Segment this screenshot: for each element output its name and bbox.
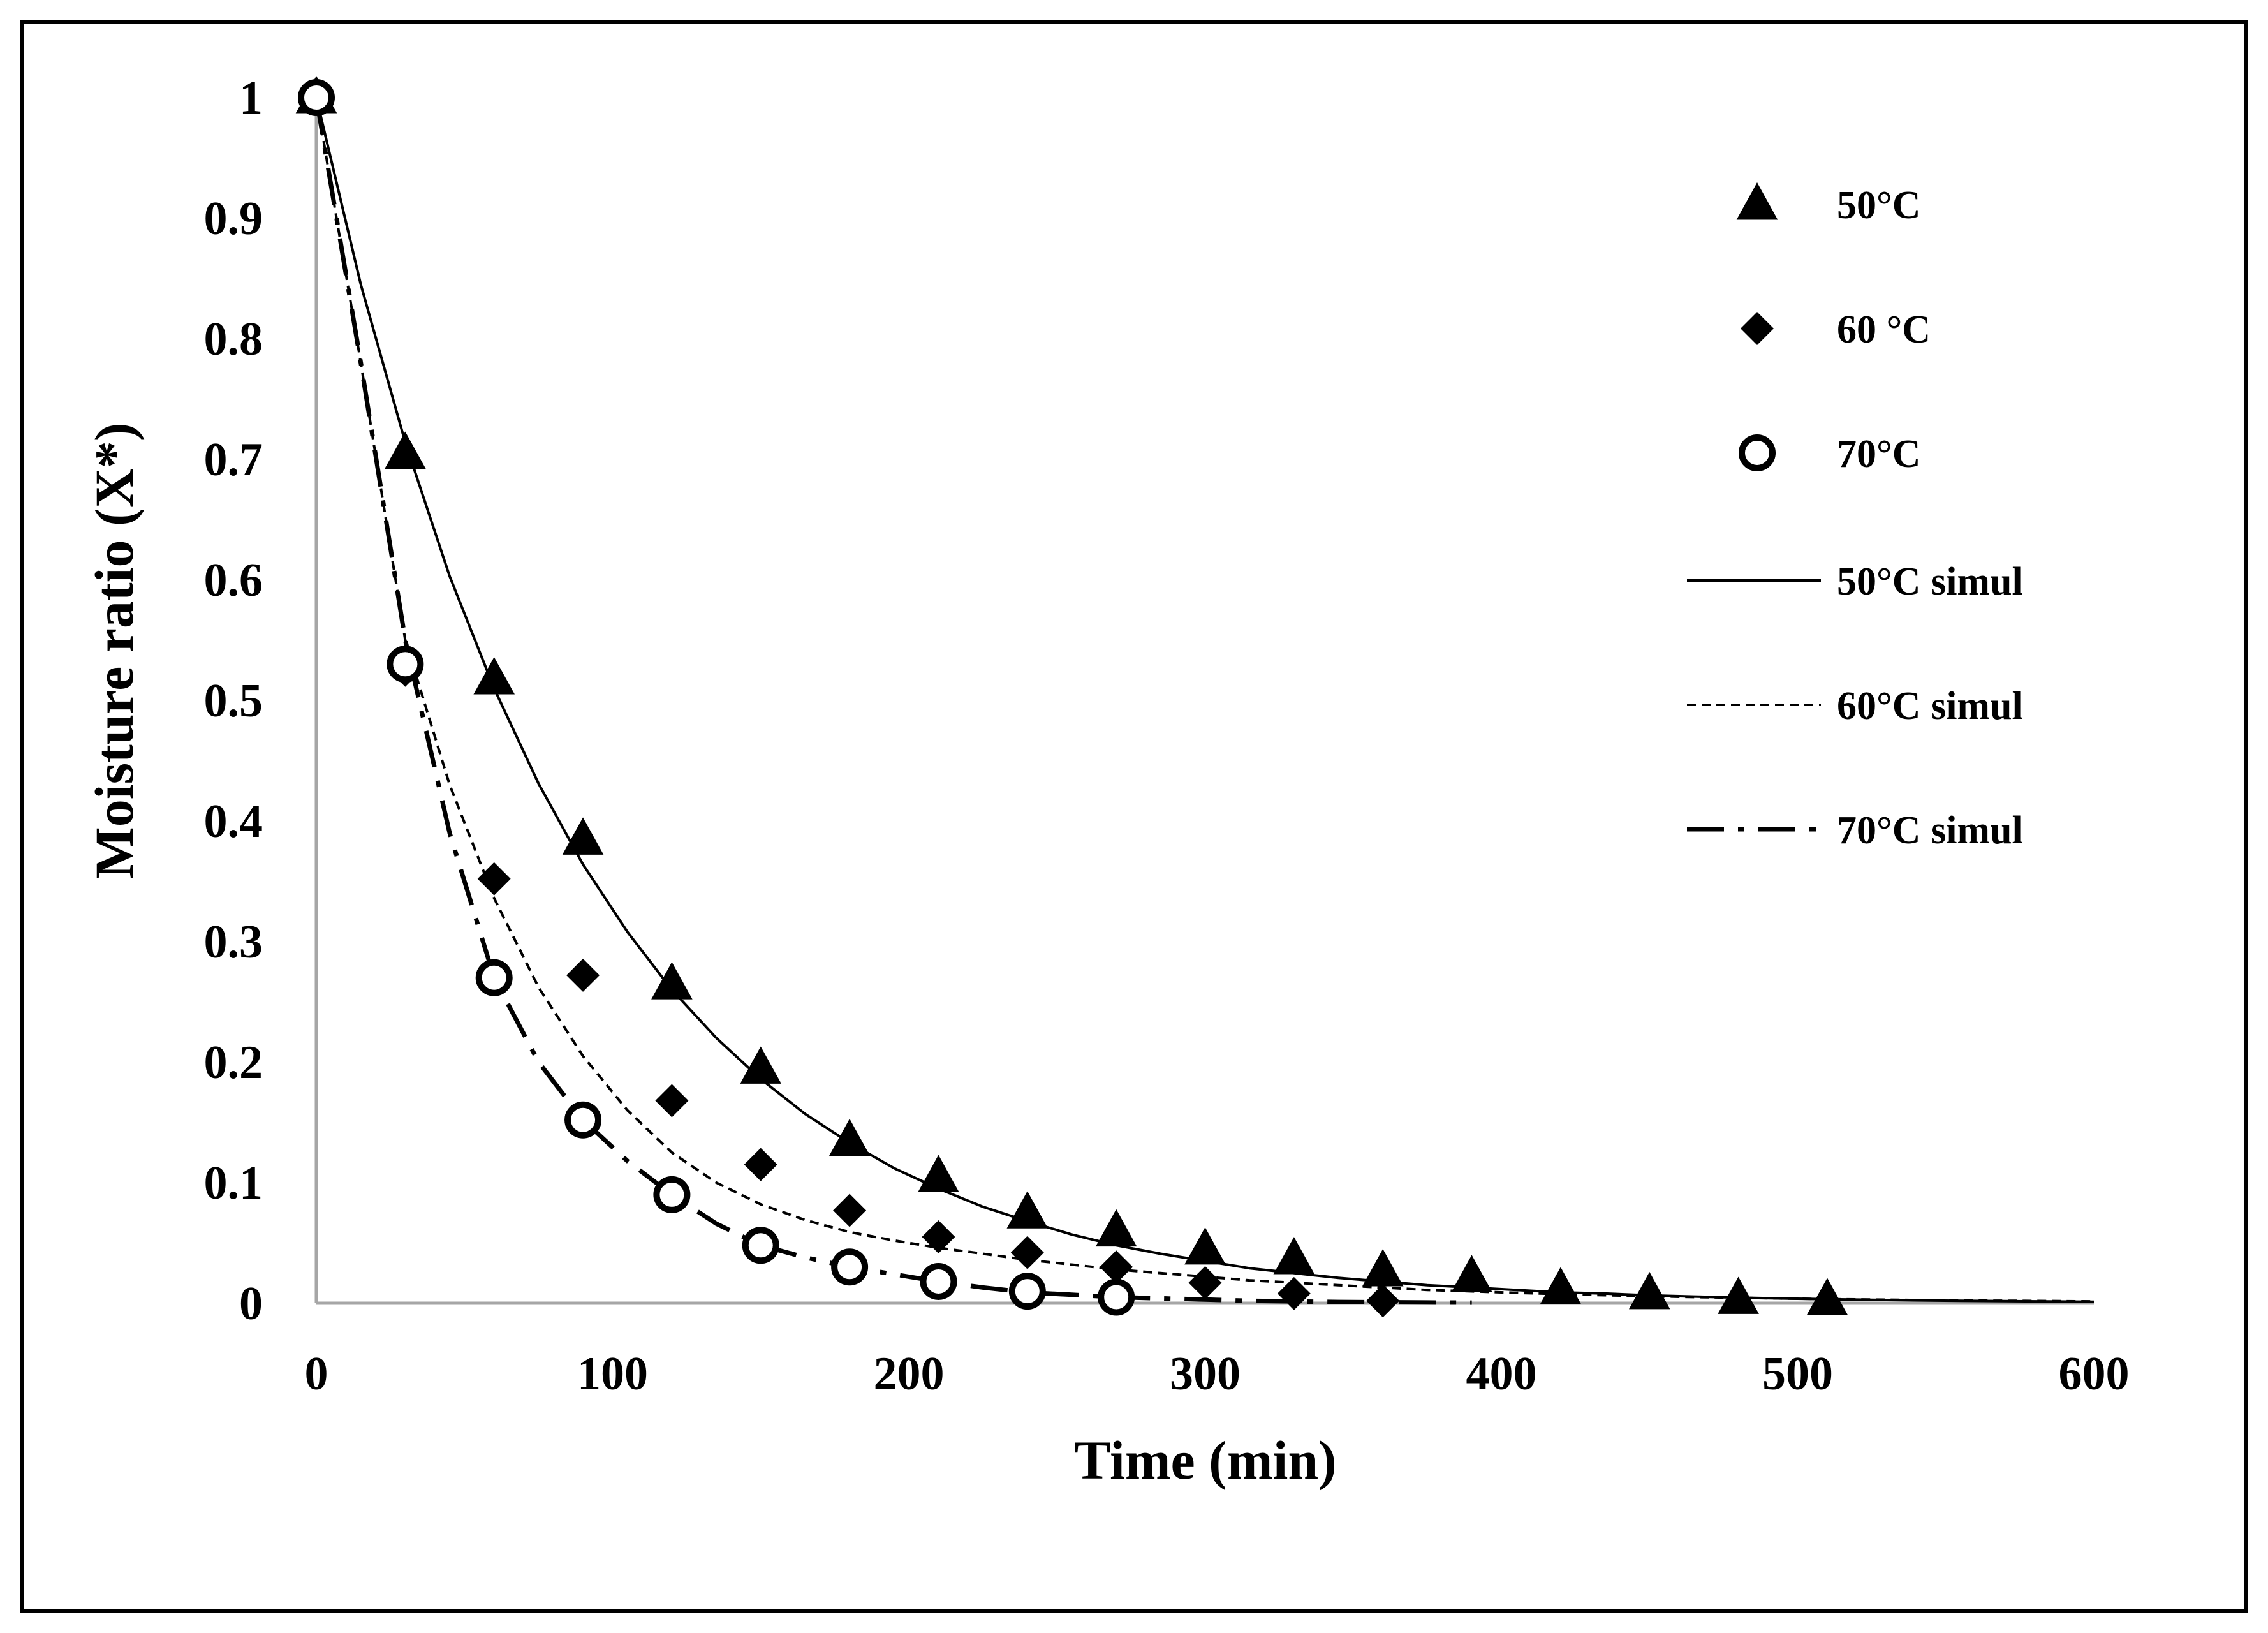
legend-label: 70°C [1837, 432, 1921, 476]
data-point-triangle [1095, 1209, 1137, 1247]
data-point-triangle [473, 656, 515, 695]
x-tick-labels: 0 100 200 300 400 500 600 [305, 1348, 2130, 1400]
data-point-diamond [477, 862, 511, 896]
legend: 50°C 60 °C 70°C 50°C simul 60°C simul 70°C si… [1687, 182, 2023, 852]
data-point-circle-open [475, 959, 513, 996]
data-point-circle-open [564, 1101, 602, 1139]
y-tick-label: 0.5 [204, 675, 263, 727]
y-tick-label: 0.1 [204, 1157, 263, 1209]
x-tick-label: 300 [1170, 1348, 1241, 1400]
y-tick-label: 0.7 [204, 434, 263, 486]
data-point-triangle [740, 1046, 782, 1084]
legend-marker-diamond [1741, 312, 1774, 345]
y-tick-label: 0.2 [204, 1037, 263, 1089]
x-tick-label: 400 [1466, 1348, 1537, 1400]
y-tick-label: 0.8 [204, 313, 263, 366]
data-point-circle-open [1098, 1278, 1135, 1316]
legend-label: 70°C simul [1837, 809, 2023, 852]
series-line [314, 97, 1472, 1305]
data-point-triangle [1806, 1278, 1848, 1315]
data-point-circle-open [831, 1248, 869, 1286]
data-point-circle-open [1008, 1273, 1046, 1310]
x-axis-title: Time (min) [1074, 1430, 1337, 1491]
data-point-diamond [922, 1220, 955, 1254]
legend-label: 50°C simul [1837, 560, 2023, 603]
y-tick-label: 0.9 [204, 193, 263, 245]
chart-frame [20, 20, 2248, 1613]
legend-marker-circle-open [1739, 434, 1776, 471]
data-point-diamond [655, 1084, 689, 1118]
data-point-diamond [1100, 1250, 1133, 1284]
data-point-circle-open [920, 1262, 957, 1300]
data-point-diamond [1010, 1236, 1044, 1269]
data-point-circle-open [387, 646, 424, 683]
data-point-diamond [1366, 1284, 1400, 1318]
data-point-triangle [1006, 1191, 1049, 1229]
y-tick-label: 0 [239, 1278, 263, 1330]
data-point-diamond [1277, 1276, 1311, 1310]
y-tick-label: 0.3 [204, 916, 263, 968]
y-tick-label: 0.4 [204, 795, 263, 848]
y-axis-title: Moisture ratio (X*) [84, 423, 145, 879]
y-tick-labels: 0 0.1 0.2 0.3 0.4 0.5 0.6 0.7 0.8 0.9 1 [204, 72, 263, 1330]
measured-points [295, 76, 1848, 1318]
data-point-triangle [1451, 1255, 1492, 1292]
legend-label: 60°C simul [1837, 684, 2023, 728]
legend-marker-triangle [1736, 182, 1778, 220]
data-point-triangle [1628, 1271, 1670, 1310]
legend-label: 50°C [1837, 184, 1921, 227]
x-tick-label: 100 [577, 1348, 648, 1400]
data-point-triangle [828, 1118, 871, 1156]
x-tick-label: 500 [1762, 1348, 1833, 1400]
x-tick-label: 0 [305, 1348, 328, 1400]
x-tick-label: 600 [2059, 1348, 2130, 1400]
data-point-triangle [1184, 1227, 1226, 1265]
legend-label: 60 °C [1837, 308, 1931, 351]
x-tick-label: 200 [874, 1348, 945, 1400]
data-point-triangle [1540, 1267, 1582, 1304]
data-point-triangle [1273, 1237, 1315, 1275]
data-point-triangle [385, 431, 426, 469]
data-point-diamond [566, 958, 600, 992]
data-point-triangle [562, 817, 604, 855]
data-point-triangle [918, 1155, 959, 1193]
data-point-diamond [744, 1148, 777, 1181]
data-point-circle-open [298, 79, 335, 116]
data-point-triangle [1362, 1248, 1404, 1287]
data-point-diamond [833, 1193, 867, 1227]
y-tick-label: 0.6 [204, 554, 263, 607]
data-point-triangle [1718, 1276, 1759, 1314]
data-point-circle-open [653, 1176, 691, 1213]
data-point-diamond [1188, 1266, 1222, 1299]
y-tick-label: 1 [239, 72, 263, 124]
data-point-circle-open [742, 1227, 779, 1264]
data-point-triangle [651, 962, 693, 1000]
